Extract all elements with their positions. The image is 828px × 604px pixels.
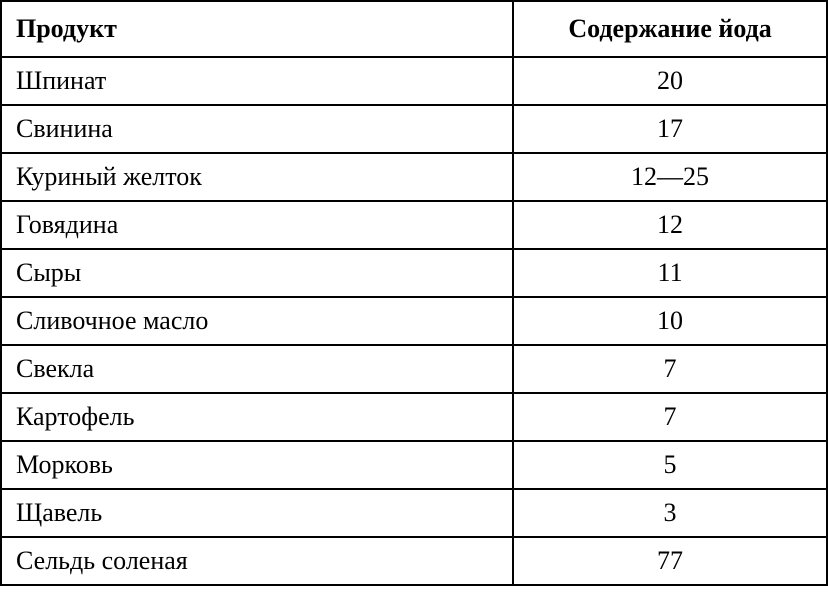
iodine-content-table: Продукт Содержание йода Шпинат 20 Свинин… bbox=[0, 0, 828, 586]
cell-product: Свинина bbox=[1, 105, 513, 153]
table-row: Говядина 12 bbox=[1, 201, 827, 249]
table-row: Свекла 7 bbox=[1, 345, 827, 393]
cell-value: 77 bbox=[513, 537, 827, 585]
table-row: Свинина 17 bbox=[1, 105, 827, 153]
column-header-value: Содержание йода bbox=[513, 1, 827, 57]
column-header-product: Продукт bbox=[1, 1, 513, 57]
cell-value: 11 bbox=[513, 249, 827, 297]
cell-value: 20 bbox=[513, 57, 827, 105]
cell-product: Свекла bbox=[1, 345, 513, 393]
cell-value: 10 bbox=[513, 297, 827, 345]
cell-value: 12—25 bbox=[513, 153, 827, 201]
table-row: Сыры 11 bbox=[1, 249, 827, 297]
cell-value: 7 bbox=[513, 393, 827, 441]
table-row: Картофель 7 bbox=[1, 393, 827, 441]
cell-product: Сыры bbox=[1, 249, 513, 297]
table-row: Сельдь соленая 77 bbox=[1, 537, 827, 585]
cell-value: 7 bbox=[513, 345, 827, 393]
cell-value: 5 bbox=[513, 441, 827, 489]
table-row: Куриный желток 12—25 bbox=[1, 153, 827, 201]
cell-product: Картофель bbox=[1, 393, 513, 441]
cell-value: 17 bbox=[513, 105, 827, 153]
cell-product: Сливочное масло bbox=[1, 297, 513, 345]
table-row: Морковь 5 bbox=[1, 441, 827, 489]
table-row: Шпинат 20 bbox=[1, 57, 827, 105]
cell-product: Сельдь соленая bbox=[1, 537, 513, 585]
cell-value: 3 bbox=[513, 489, 827, 537]
cell-product: Морковь bbox=[1, 441, 513, 489]
table-header-row: Продукт Содержание йода bbox=[1, 1, 827, 57]
cell-product: Говядина bbox=[1, 201, 513, 249]
table-row: Сливочное масло 10 bbox=[1, 297, 827, 345]
cell-value: 12 bbox=[513, 201, 827, 249]
table-row: Щавель 3 bbox=[1, 489, 827, 537]
cell-product: Щавель bbox=[1, 489, 513, 537]
cell-product: Куриный желток bbox=[1, 153, 513, 201]
cell-product: Шпинат bbox=[1, 57, 513, 105]
